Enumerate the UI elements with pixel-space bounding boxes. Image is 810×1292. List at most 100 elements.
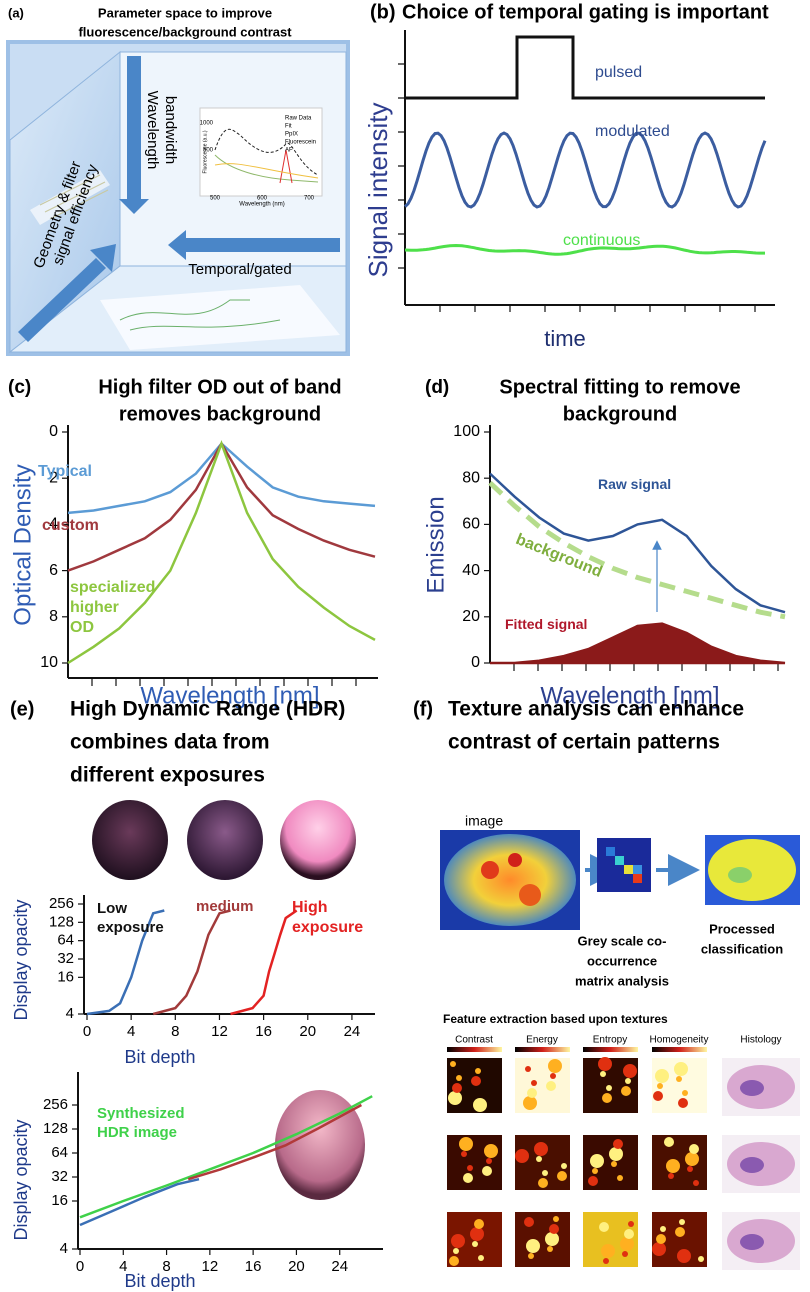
y-tick-label: 256 [49, 895, 74, 912]
texture-spot [557, 1171, 567, 1181]
panel-label: (f) [413, 698, 433, 720]
texture-spot [527, 1088, 537, 1098]
axis-label: bandwidth [162, 96, 179, 164]
curve-label: pulsed [595, 64, 642, 81]
texture-spot [682, 1090, 688, 1096]
axis-label: Fluorescence (a.u.) [202, 130, 208, 173]
label-box: Low exposure [97, 900, 164, 936]
axis-label: Signal intensity [363, 103, 393, 278]
y-tick-label: 128 [43, 1120, 68, 1137]
texture-tile [447, 1135, 502, 1190]
panel-title: Texture analysis can enhance [448, 698, 744, 721]
texture-tile [515, 1212, 570, 1267]
image-label: occurrence [587, 953, 657, 968]
line [86, 909, 165, 1016]
texture-spot [515, 1149, 529, 1163]
texture-spot [666, 1159, 680, 1173]
y-tick-label: 8 [49, 608, 58, 625]
y-tick-label: 64 [57, 932, 74, 949]
x-tick-label: 12 [211, 1023, 228, 1040]
y-tick-label: 500 [203, 148, 214, 154]
texture-spot [471, 1076, 481, 1086]
label-box: custom [42, 517, 99, 534]
y-tick-label: 1000 [200, 121, 214, 127]
legend-entry: PpIX [285, 132, 298, 138]
axis-label: Wavelength [144, 91, 161, 170]
x-tick-label: 0 [76, 1258, 84, 1275]
y-tick-label: 20 [462, 608, 480, 625]
panel-title: contrast of certain patterns [448, 731, 720, 754]
label-box: background [513, 531, 604, 581]
label-box: Fitted signal [505, 616, 588, 632]
panel-label: (c) [8, 377, 31, 398]
texture-spot [602, 1093, 612, 1103]
texture-spot [653, 1091, 663, 1101]
pulsed-curve [405, 35, 765, 100]
x-tick-label: 4 [127, 1023, 135, 1040]
texture-spot [675, 1227, 685, 1237]
x-tick-label: 12 [202, 1258, 219, 1275]
texture-spot [548, 1059, 562, 1073]
y-tick-label: 0 [49, 423, 58, 440]
modulated-curve [403, 131, 767, 209]
texture-spot [459, 1137, 473, 1151]
feature-title: Feature extraction based upon textures [443, 1012, 668, 1026]
panel-label: (b) [370, 1, 396, 23]
texture-spot [449, 1256, 459, 1266]
histology-detail [740, 1080, 764, 1096]
series-label: Fitted signal [505, 616, 588, 632]
feature-label: Entropy [593, 1035, 627, 1046]
axis-label: Temporal/gated [188, 261, 291, 278]
texture-spot [623, 1064, 637, 1078]
panel-title: different exposures [70, 764, 265, 787]
texture-spot [625, 1078, 631, 1084]
texture-spot [617, 1175, 623, 1181]
brains [92, 800, 365, 1200]
panel-label: (a) [8, 5, 24, 20]
y-tick-label: 100 [453, 423, 480, 440]
feature-tiles [447, 1047, 800, 1270]
texture-spot [531, 1080, 537, 1086]
line [79, 1177, 200, 1227]
x-tick-label: 24 [344, 1023, 361, 1040]
texture-spot [542, 1170, 548, 1176]
histology-detail [740, 1234, 764, 1250]
texture-spot [657, 1083, 663, 1089]
image-label: matrix analysis [575, 973, 669, 988]
texture-spot [609, 1147, 623, 1161]
series-label: custom [42, 517, 99, 534]
panel-label: (e) [10, 698, 34, 720]
texture-spot [620, 1237, 634, 1251]
texture-spot [453, 1248, 459, 1254]
texture-spot [674, 1062, 688, 1076]
line [488, 480, 786, 620]
feature-label: Histology [740, 1035, 781, 1046]
panel-title: Choice of temporal gating is important [402, 1, 769, 23]
texture-spot [472, 1241, 478, 1247]
texture-spot [621, 1086, 631, 1096]
x-tick-label: 20 [288, 1258, 305, 1275]
legend-entry: Raw Data [285, 116, 312, 122]
y-tick-label: 6 [49, 562, 58, 579]
image-label: classification [701, 941, 783, 956]
area [490, 622, 786, 665]
texture-spot [606, 1085, 612, 1091]
label-box: Typical [38, 463, 92, 480]
x-axis-label: Bit depth [124, 1271, 195, 1291]
texture-spot [668, 1173, 674, 1179]
series-label: Synthesized HDR image [97, 1105, 185, 1141]
x-tick-label: 8 [162, 1258, 170, 1275]
x-tick-label: 600 [257, 196, 268, 202]
texture-spot [687, 1166, 693, 1172]
texture-spot [698, 1256, 704, 1262]
texture-spot [676, 1076, 682, 1082]
texture-spot [484, 1144, 498, 1158]
y-tick-label: 32 [51, 1168, 68, 1185]
y-tick-label: 40 [462, 562, 480, 579]
panel-title: fluorescence/background contrast [78, 24, 292, 39]
texture-spot [456, 1075, 462, 1081]
chart-title: background [563, 403, 677, 425]
axis-label: Wavelength (nm) [239, 202, 284, 208]
series-label: specialized higher OD [70, 579, 156, 636]
